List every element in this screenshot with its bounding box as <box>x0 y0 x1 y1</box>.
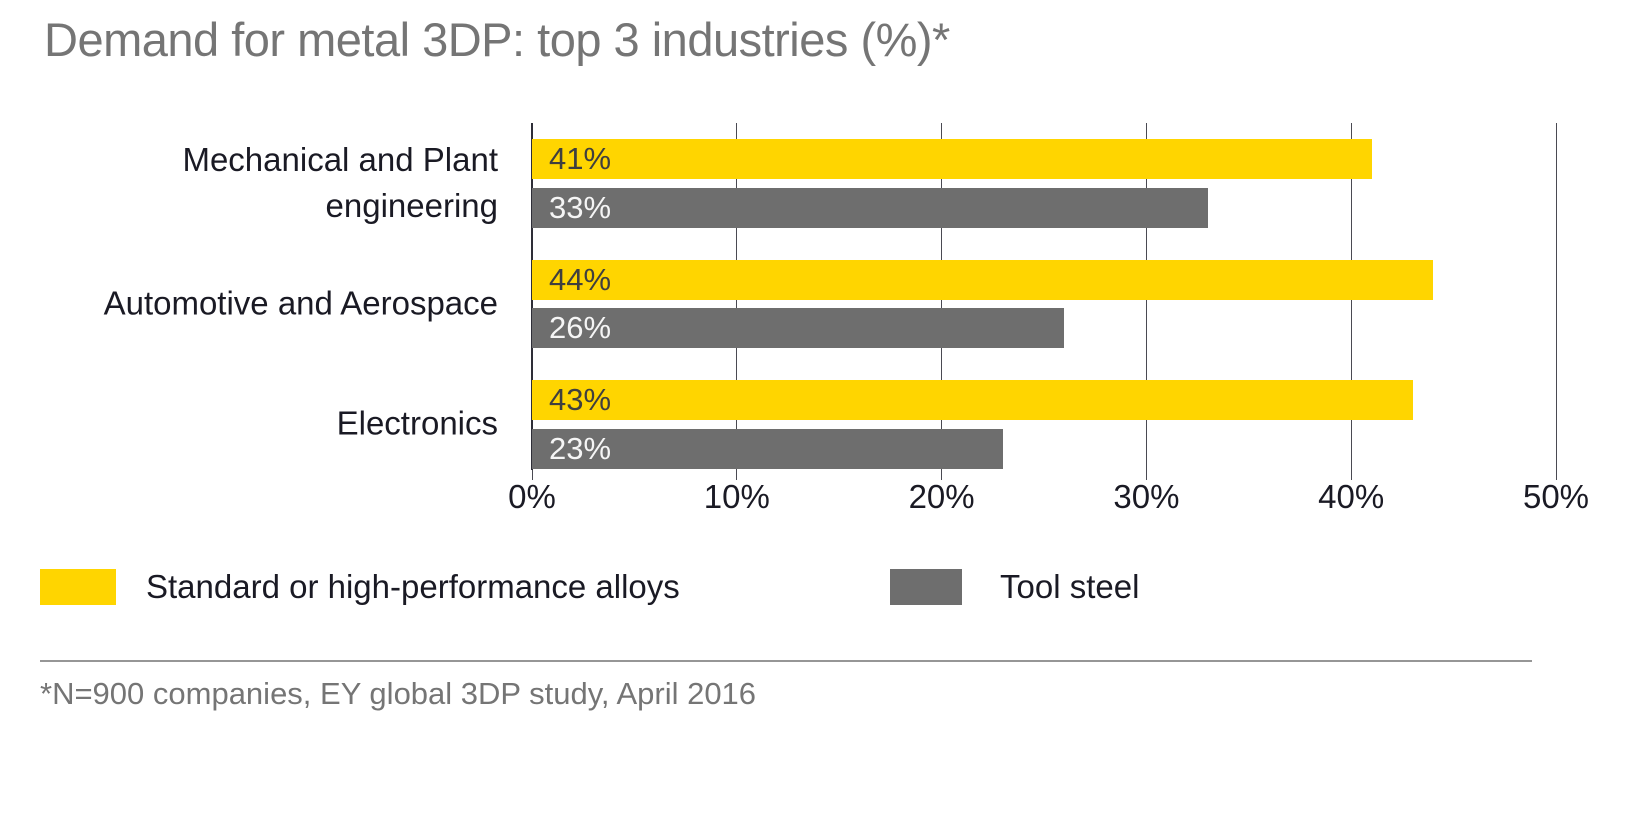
legend-swatch-tool-steel <box>890 569 962 605</box>
gridline <box>1555 123 1557 470</box>
category-label: Automotive and Aerospace <box>103 284 498 322</box>
category-label: Mechanical and Plant engineering <box>182 140 498 225</box>
divider-line <box>40 660 1532 662</box>
axis-tick <box>531 470 533 480</box>
x-tick-label: 10% <box>703 478 770 515</box>
bar-value-label: 43% <box>549 382 612 417</box>
x-tick-label: 50% <box>1522 478 1590 515</box>
bar-tool-steel: 26% <box>532 308 1065 348</box>
bar-standard-or-high-performance-alloys: 41% <box>532 139 1372 179</box>
bar-value-label: 41% <box>549 141 612 176</box>
plot-area: 0% 10% 20% 30% 40% 50% 41% 33% 44% 26% 43% 23% <box>508 123 1589 515</box>
x-tick-label: 20% <box>908 478 975 515</box>
x-tick-label: 40% <box>1318 478 1385 515</box>
bar-standard-or-high-performance-alloys: 44% <box>532 259 1434 300</box>
bar-value-label: 23% <box>549 430 612 466</box>
bar-value-label: 26% <box>549 310 612 345</box>
legend-label: Standard or high-performance alloys <box>146 568 680 605</box>
legend-item-standard-or-high-performance-alloys: Standard or high-performance alloys <box>40 568 680 606</box>
x-tick-label: 30% <box>1113 478 1180 515</box>
axis-tick <box>1555 470 1557 480</box>
axis-tick <box>1350 470 1352 480</box>
axis-tick <box>941 470 943 480</box>
category-label: Electronics <box>336 404 498 442</box>
bar-standard-or-high-performance-alloys: 43% <box>532 380 1413 420</box>
category-labels: Mechanical and Plant engineering Automotiv… <box>0 123 498 470</box>
chart-title: Demand for metal 3DP: top 3 industries (… <box>44 13 950 66</box>
bar-value-label: 33% <box>549 189 612 225</box>
axis-tick <box>1145 470 1147 480</box>
bar-tool-steel: 23% <box>532 428 1004 469</box>
x-tick-label: 0% <box>508 478 556 515</box>
footnote: *N=900 companies, EY global 3DP study, A… <box>40 676 757 711</box>
legend-item-tool-steel: Tool steel <box>890 568 1139 606</box>
bar-value-label: 44% <box>549 261 612 297</box>
legend-swatch-standard-or-high-performance-alloys <box>40 569 116 605</box>
axis-tick <box>736 470 738 480</box>
bar-tool-steel: 33% <box>532 187 1208 228</box>
legend-label: Tool steel <box>1000 568 1140 605</box>
